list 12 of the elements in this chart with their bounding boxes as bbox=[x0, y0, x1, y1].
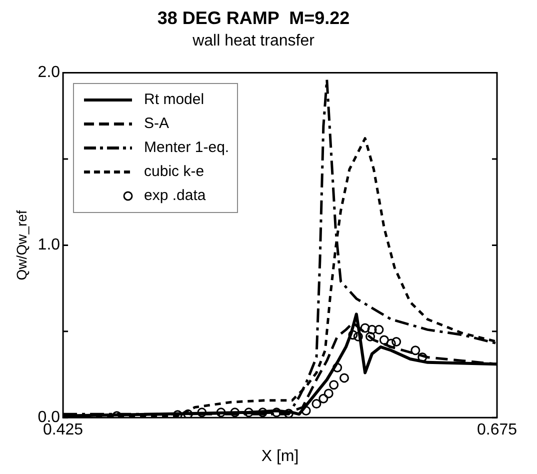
y-axis-title: Qw/Qw_ref bbox=[13, 210, 30, 280]
legend-label: exp .data bbox=[144, 187, 206, 204]
legend-label: S-A bbox=[144, 115, 170, 132]
legend-label: cubic k-e bbox=[144, 163, 204, 180]
legend-label: Rt model bbox=[144, 91, 204, 108]
chart-title: 38 DEG RAMP M=9.22 bbox=[157, 8, 350, 28]
x-tick-label: 0.675 bbox=[476, 422, 518, 439]
legend-label: Menter 1-eq. bbox=[144, 139, 230, 156]
chart-subtitle: wall heat transfer bbox=[192, 32, 316, 50]
y-tick-label: 1.0 bbox=[38, 236, 60, 254]
y-tick-label: 2.0 bbox=[38, 64, 60, 82]
x-axis-title: X [m] bbox=[261, 448, 299, 465]
